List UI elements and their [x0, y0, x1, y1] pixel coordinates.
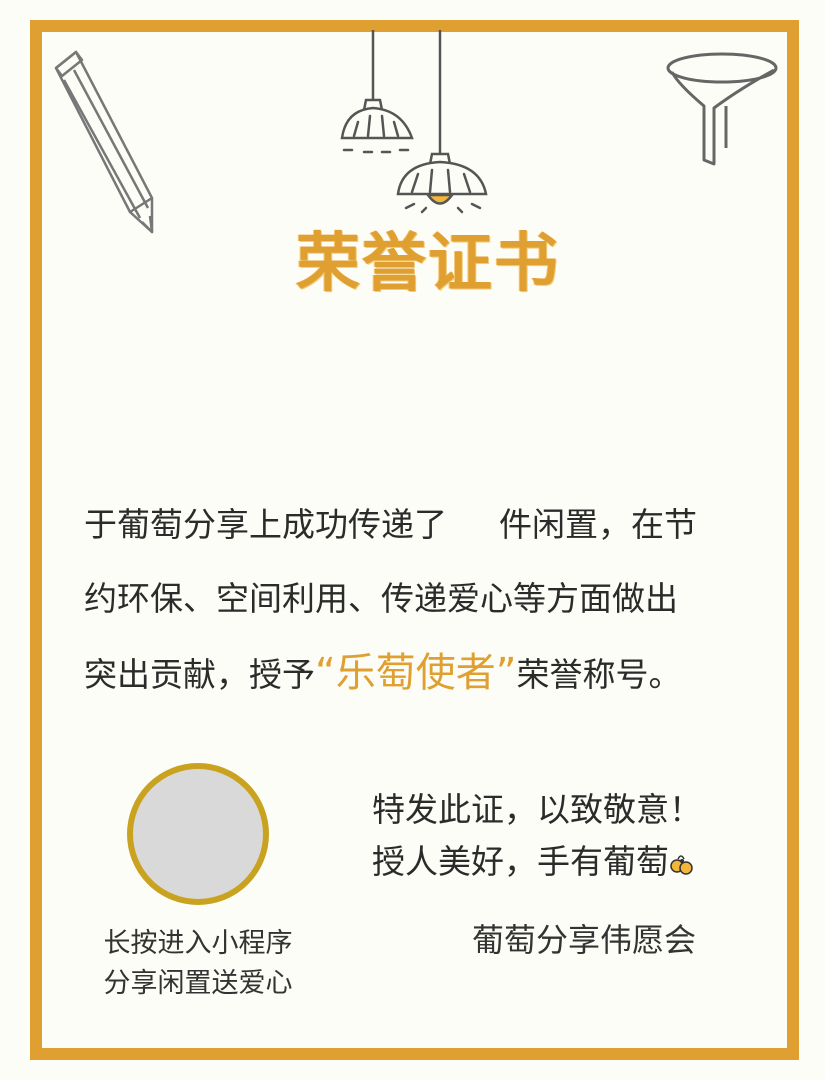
pendant-lamp-icon [396, 30, 488, 214]
pendant-lamp-icon [340, 30, 414, 154]
body-line-3: 突出贡献，授予“乐萄使者”荣誉称号。 [84, 636, 764, 710]
honor-title: “乐萄使者” [315, 650, 517, 696]
closing-line-2-wrap: 授人美好，手有葡萄 [372, 836, 702, 888]
body-line3-part2: 荣誉称号。 [516, 655, 682, 694]
body-line-2: 约环保、空间利用、传递爱心等方面做出 [84, 579, 678, 618]
body-line1-part1: 于葡萄分享上成功传递了 [84, 505, 447, 544]
qr-caption: 长按进入小程序 分享闲置送爱心 [90, 924, 306, 1004]
pencil-icon [54, 50, 154, 234]
issuing-organization: 葡萄分享伟愿会 [472, 921, 697, 959]
body-line3-part1: 突出贡献，授予 [84, 655, 315, 694]
qr-caption-line-2: 分享闲置送爱心 [103, 968, 293, 999]
body-line-1: 于葡萄分享上成功传递了 件闲置，在节 [84, 488, 764, 562]
qr-caption-line-1: 长按进入小程序 [103, 928, 293, 959]
certificate-title: 荣誉证书 [296, 226, 560, 301]
certificate-body: 于葡萄分享上成功传递了 件闲置，在节 约环保、空间利用、传递爱心等方面做出 突出贡… [84, 488, 764, 710]
funnel-icon [666, 52, 778, 166]
bee-icon [670, 854, 693, 875]
closing-text: 特发此证，以致敬意！ 授人美好，手有葡萄 [372, 784, 702, 888]
mini-program-qr-code[interactable] [127, 763, 269, 905]
closing-line-2: 授人美好，手有葡萄 [372, 842, 669, 881]
closing-line-1: 特发此证，以致敬意！ [372, 790, 702, 829]
body-line1-part2: 件闲置，在节 [499, 505, 697, 544]
